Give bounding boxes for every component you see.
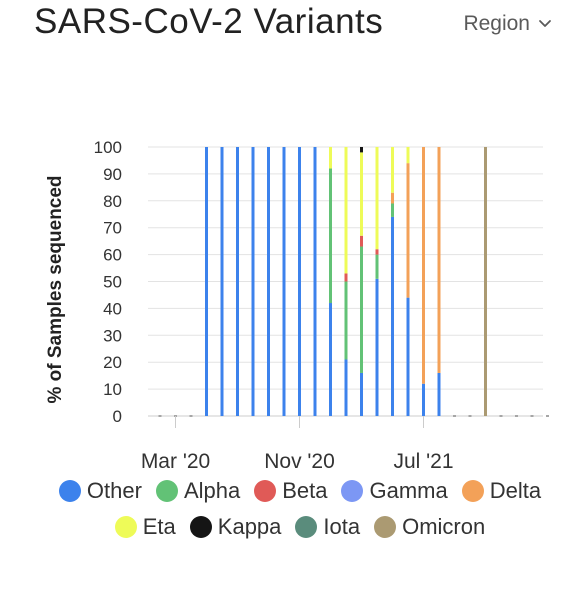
chevron-down-icon <box>539 20 551 27</box>
bar-segment-kappa <box>360 147 363 153</box>
y-tick-label: 70 <box>103 219 122 238</box>
legend-label: Other <box>86 478 142 503</box>
legend-label: Kappa <box>217 514 282 539</box>
legend-label: Alpha <box>183 478 241 503</box>
bar-segment-eta <box>391 147 394 193</box>
bar-segment-other <box>236 147 239 416</box>
legend-item-gamma[interactable]: Gamma <box>341 478 448 504</box>
y-tick-label: 20 <box>103 353 122 372</box>
bar-segment-other <box>220 147 224 416</box>
region-dropdown[interactable]: Region <box>463 12 552 36</box>
bar-segment-other <box>205 147 208 416</box>
legend-swatch <box>189 516 212 538</box>
bar-segment-eta <box>375 147 379 250</box>
chart-header: SARS-CoV-2 Variants Region <box>34 2 554 52</box>
region-dropdown-label: Region <box>463 12 530 35</box>
bar-segment-eta <box>344 147 348 274</box>
bar-segment-other <box>267 147 270 416</box>
legend-swatch <box>254 480 277 502</box>
legend-label: Omicron <box>402 514 486 539</box>
bar-segment-other <box>437 372 441 416</box>
bar-segment-other <box>422 383 425 416</box>
legend-label: Iota <box>323 514 361 539</box>
y-tick-label: 100 <box>94 138 122 157</box>
bar-segment-beta <box>360 235 363 247</box>
bar-segment-beta <box>344 273 348 282</box>
bar-segment-other <box>313 147 317 416</box>
bar-segment-other <box>391 216 394 416</box>
legend-swatch <box>341 480 364 502</box>
legend-swatch <box>114 516 137 538</box>
x-tick-label: Mar '20 <box>141 450 210 473</box>
bar-segment-omicron <box>484 147 487 416</box>
chart-title: SARS-CoV-2 Variants <box>34 2 384 41</box>
bar-segment-alpha <box>391 203 394 217</box>
bar-segment-delta <box>437 147 441 373</box>
bar-segment-eta <box>360 152 363 236</box>
bar-segment-alpha <box>329 168 332 304</box>
y-tick-label: 60 <box>103 246 122 265</box>
y-axis-label: % of Samples sequenced <box>45 175 66 403</box>
bar-segment-other <box>251 147 255 416</box>
bar-segment-alpha <box>360 246 363 373</box>
bar-segment-other <box>344 359 348 416</box>
bar-segment-other <box>406 297 410 416</box>
y-tick-label: 80 <box>103 192 122 211</box>
y-tick-label: 50 <box>103 273 122 292</box>
bar-segment-other <box>282 147 286 416</box>
legend-item-iota[interactable]: Iota <box>295 514 360 540</box>
legend-item-alpha[interactable]: Alpha <box>155 478 241 504</box>
legend-swatch <box>295 516 318 538</box>
bar-segment-delta <box>422 147 425 384</box>
bar-segment-delta <box>391 192 394 204</box>
y-tick-label: 30 <box>103 326 122 345</box>
y-tick-label: 90 <box>103 165 122 184</box>
x-tick-label: Nov '20 <box>264 450 335 473</box>
y-tick-label: 40 <box>103 299 122 318</box>
bar-segment-other <box>360 372 363 416</box>
y-tick-label: 0 <box>113 407 122 426</box>
legend-item-beta[interactable]: Beta <box>254 478 327 504</box>
legend-item-kappa[interactable]: Kappa <box>189 514 282 540</box>
bar-segment-alpha <box>375 254 379 279</box>
legend-swatch <box>461 480 484 502</box>
legend-label: Gamma <box>369 478 448 503</box>
legend-label: Delta <box>489 478 542 503</box>
legend-item-delta[interactable]: Delta <box>461 478 542 504</box>
legend-item-eta[interactable]: Eta <box>114 514 176 540</box>
legend-item-other[interactable]: Other <box>58 478 142 504</box>
variant-share-chart: 0 10 20 30 40 50 60 70 80 90 100 % of Samples seque… <box>45 138 549 473</box>
bar-segment-alpha <box>344 281 348 360</box>
bar-segment-eta <box>406 147 410 164</box>
bar-segment-beta <box>375 249 379 255</box>
legend-label: Beta <box>282 478 328 503</box>
x-tick-label: Jul '21 <box>393 450 453 473</box>
bar-segment-other <box>298 147 301 416</box>
legend-swatch <box>58 480 81 502</box>
y-tick-label: 10 <box>103 380 122 399</box>
bar-segment-other <box>329 303 332 416</box>
legend-item-omicron[interactable]: Omicron <box>374 514 485 540</box>
bar-segment-other <box>375 278 379 416</box>
bar-segment-delta <box>406 163 410 298</box>
bar-segment-eta <box>329 147 332 169</box>
legend-swatch <box>374 516 397 538</box>
legend-label: Eta <box>142 514 176 539</box>
legend-swatch <box>155 480 178 502</box>
chart-legend: Other Alpha Beta Gamma Delta Eta Kappa Iota Omic… <box>50 478 550 540</box>
